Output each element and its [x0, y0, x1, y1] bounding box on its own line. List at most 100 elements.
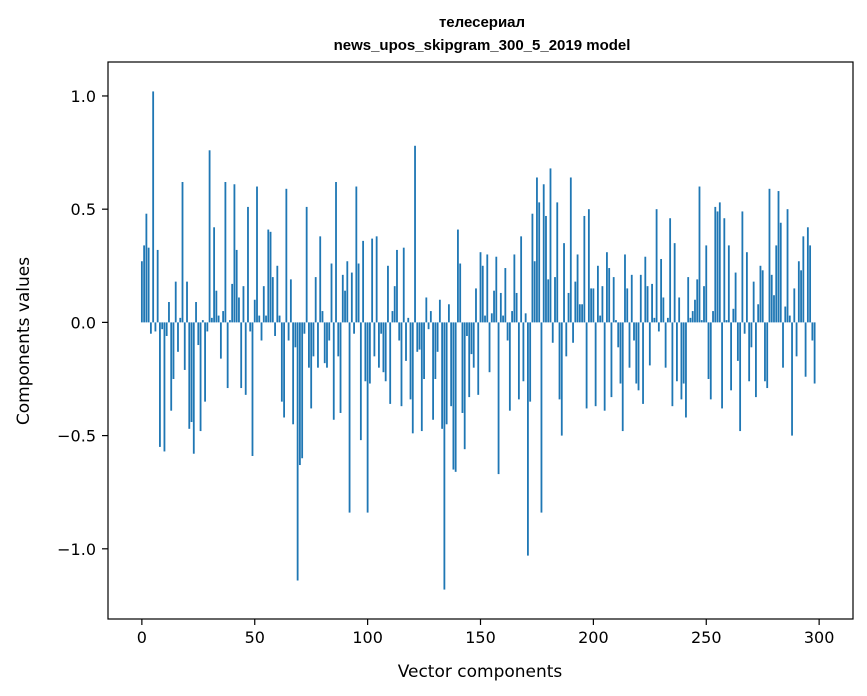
- x-axis-ticks: 0 50 100 150 200 250 300: [137, 619, 835, 647]
- bar: [700, 320, 703, 323]
- bar: [393, 286, 396, 323]
- bar: [359, 322, 362, 441]
- bar: [389, 322, 392, 404]
- bar: [199, 322, 202, 432]
- bar: [732, 308, 735, 323]
- bar: [678, 297, 681, 323]
- bar: [219, 322, 222, 359]
- bar: [344, 290, 346, 323]
- bar: [229, 320, 231, 323]
- bar: [520, 236, 523, 323]
- bar: [497, 322, 500, 475]
- bar: [637, 322, 640, 391]
- bar: [192, 322, 195, 454]
- bar: [244, 322, 247, 395]
- bar: [380, 322, 383, 334]
- bar: [407, 317, 410, 323]
- bar: [531, 213, 534, 323]
- bar: [301, 322, 304, 459]
- bar: [416, 322, 419, 352]
- bar: [682, 322, 685, 384]
- bar: [335, 182, 337, 323]
- bar: [766, 322, 769, 389]
- bar: [319, 236, 322, 323]
- bar: [441, 322, 444, 429]
- bar: [791, 322, 793, 436]
- bar: [529, 322, 532, 402]
- bar: [235, 249, 238, 323]
- bar: [660, 258, 663, 323]
- bar: [217, 315, 220, 323]
- bar: [188, 322, 191, 429]
- bar: [256, 186, 258, 323]
- x-tick-label: 100: [352, 628, 383, 647]
- bar: [190, 322, 193, 423]
- bar: [400, 322, 403, 407]
- bar: [470, 322, 473, 355]
- bar: [353, 322, 355, 334]
- bar: [651, 283, 653, 323]
- bar: [323, 322, 326, 364]
- bar: [414, 145, 416, 323]
- bar: [161, 322, 164, 330]
- bar: [402, 247, 405, 323]
- bar: [673, 243, 676, 323]
- bar: [296, 322, 299, 581]
- bar: [750, 322, 753, 348]
- bar: [504, 268, 507, 323]
- bar: [626, 288, 629, 323]
- bar: [538, 202, 541, 323]
- bar: [285, 188, 288, 323]
- bar: [653, 317, 656, 323]
- bar: [224, 182, 227, 323]
- bar: [305, 206, 308, 323]
- bar: [447, 304, 450, 323]
- bar: [328, 322, 331, 341]
- bar: [565, 322, 568, 357]
- bar: [554, 277, 556, 323]
- bar: [231, 283, 234, 323]
- bar: [310, 322, 313, 409]
- bar: [477, 322, 480, 395]
- bar: [768, 188, 771, 323]
- bar: [260, 322, 263, 341]
- bar: [348, 322, 351, 513]
- bar: [703, 286, 705, 323]
- bar: [276, 265, 279, 323]
- bar: [283, 322, 285, 418]
- bar: [195, 302, 197, 323]
- bar: [594, 322, 597, 407]
- bar: [201, 320, 204, 323]
- bar: [208, 150, 211, 323]
- bar: [411, 322, 414, 434]
- bar: [375, 236, 378, 323]
- bar: [727, 245, 730, 323]
- bar: [174, 281, 177, 323]
- bar: [689, 317, 692, 323]
- bar: [382, 322, 385, 373]
- bar: [289, 279, 292, 323]
- bar: [238, 297, 240, 323]
- bar: [721, 322, 723, 409]
- bar: [357, 263, 360, 323]
- bar: [479, 252, 482, 323]
- bar: [603, 322, 606, 411]
- bar: [457, 229, 459, 323]
- bar: [355, 186, 358, 323]
- bar: [628, 322, 631, 368]
- bar: [427, 322, 430, 330]
- bar: [177, 322, 179, 352]
- bar: [466, 322, 468, 336]
- bar: [321, 311, 324, 323]
- bar: [572, 322, 574, 343]
- bar: [809, 245, 812, 323]
- bar: [723, 218, 726, 323]
- bar: [145, 213, 148, 323]
- bar: [445, 322, 448, 425]
- bar: [364, 322, 367, 382]
- bar: [346, 261, 349, 323]
- bar: [472, 322, 475, 368]
- x-tick-label: 300: [804, 628, 835, 647]
- bar: [308, 322, 310, 368]
